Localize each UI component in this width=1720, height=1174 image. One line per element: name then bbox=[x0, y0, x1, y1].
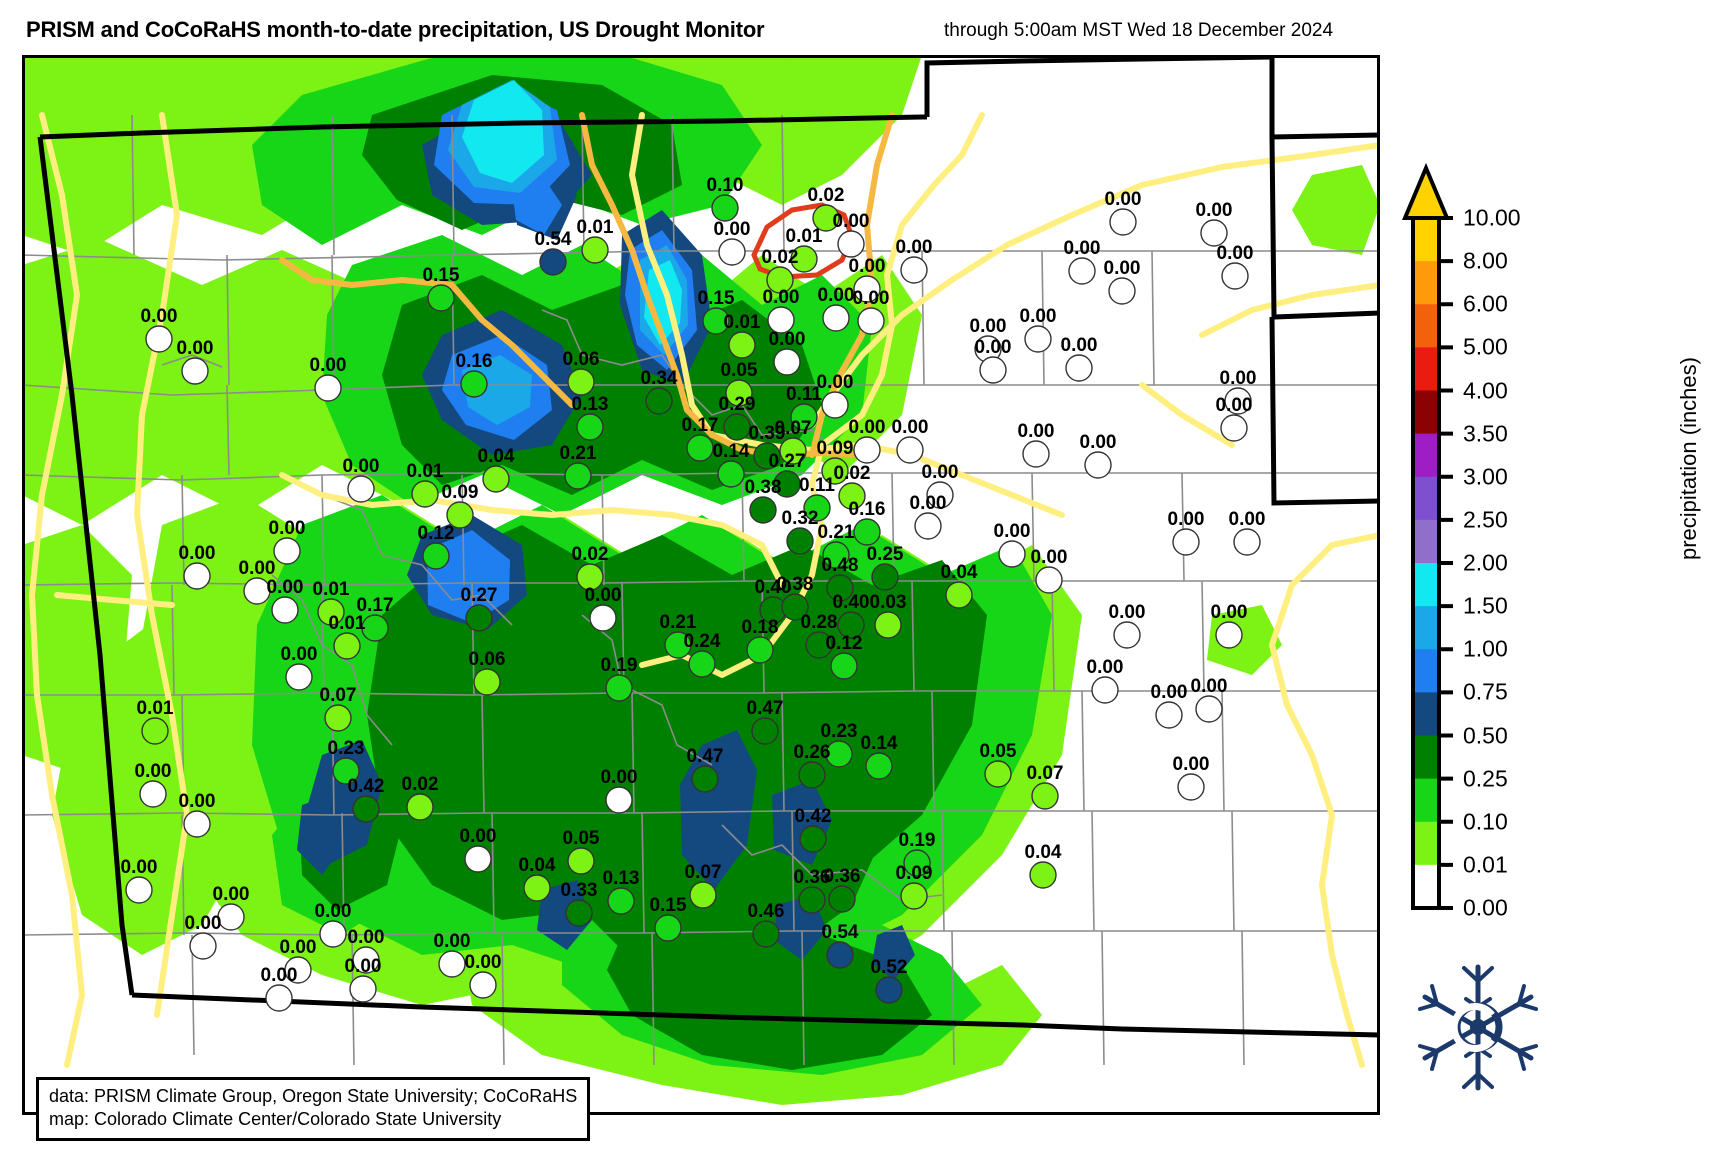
colorbar-band bbox=[1413, 347, 1439, 392]
attribution-box: data: PRISM Climate Group, Oregon State … bbox=[36, 1077, 591, 1142]
colorbar-tick-label: 8.00 bbox=[1463, 247, 1508, 274]
colorbar-tick-label: 2.00 bbox=[1463, 549, 1508, 576]
colorbar-band bbox=[1413, 778, 1439, 823]
colorbar-band bbox=[1413, 304, 1439, 348]
colorbar-band bbox=[1413, 519, 1439, 564]
colorbar-band bbox=[1413, 692, 1439, 737]
timestamp-label: through 5:00am MST Wed 18 December 2024 bbox=[944, 20, 1334, 41]
colorbar-tick-label: 0.00 bbox=[1463, 894, 1508, 921]
map-panel: 0.10 0.02 0.00 0.00 0.00 0.01 0.54 0.01 0.00 0.00… bbox=[22, 55, 1380, 1115]
colorbar-tick-label: 2.50 bbox=[1463, 506, 1508, 533]
header: PRISM and CoCoRaHS month-to-date precipi… bbox=[0, 0, 1720, 56]
colorbar-band bbox=[1413, 735, 1439, 780]
colorbar-tick-label: 1.50 bbox=[1463, 592, 1508, 619]
attribution-map-line: map: Colorado Climate Center/Colorado St… bbox=[49, 1109, 502, 1130]
colorbar-band bbox=[1413, 390, 1439, 435]
colorbar-tick-label: 10.00 bbox=[1463, 204, 1521, 231]
attribution-data-line: data: PRISM Climate Group, Oregon State … bbox=[49, 1086, 578, 1106]
colorbar-band bbox=[1413, 649, 1439, 693]
colorbar-tick-label: 0.50 bbox=[1463, 722, 1508, 748]
colorbar-tick-label: 5.00 bbox=[1463, 333, 1508, 360]
state-boundaries bbox=[37, 55, 1380, 1038]
colorbar-panel: 10.00 8.00 6.00 5.00 4.00 3.50 3.00 2.50 2.00 1.5… bbox=[1395, 160, 1720, 930]
colorbar-tick-label: 3.50 bbox=[1463, 420, 1508, 447]
colorbar-tick-label: 0.75 bbox=[1463, 678, 1508, 705]
colorbar-band bbox=[1413, 433, 1439, 478]
precipitation-map bbox=[22, 55, 1380, 1115]
colorbar-tick-label: 6.00 bbox=[1463, 290, 1508, 317]
colorbar-tick-label: 1.00 bbox=[1463, 635, 1508, 662]
colorbar-tick-label: 0.01 bbox=[1463, 851, 1508, 878]
colorbar-band bbox=[1413, 261, 1439, 305]
colorbar-tick-label: 4.00 bbox=[1463, 377, 1508, 403]
colorbar-band bbox=[1413, 476, 1439, 521]
colorbar-graphic bbox=[1401, 162, 1453, 910]
colorbar-arrow-head bbox=[1401, 162, 1451, 220]
colorbar-tick-label: 3.00 bbox=[1463, 463, 1508, 490]
colorbar-band bbox=[1413, 821, 1439, 866]
snowflake-icon bbox=[1418, 964, 1538, 1091]
colorbar-band bbox=[1413, 606, 1439, 650]
snowflake-logo bbox=[1408, 955, 1548, 1100]
colorbar-axis-title: precipitation (inches) bbox=[1676, 357, 1701, 560]
colorbar-tick-label: 0.25 bbox=[1463, 765, 1508, 792]
page-title: PRISM and CoCoRaHS month-to-date precipi… bbox=[26, 17, 765, 42]
colorbar-band bbox=[1413, 218, 1439, 262]
colorbar-band bbox=[1413, 563, 1439, 607]
colorbar-tick-label: 0.10 bbox=[1463, 808, 1508, 835]
colorbar-band bbox=[1413, 864, 1439, 909]
